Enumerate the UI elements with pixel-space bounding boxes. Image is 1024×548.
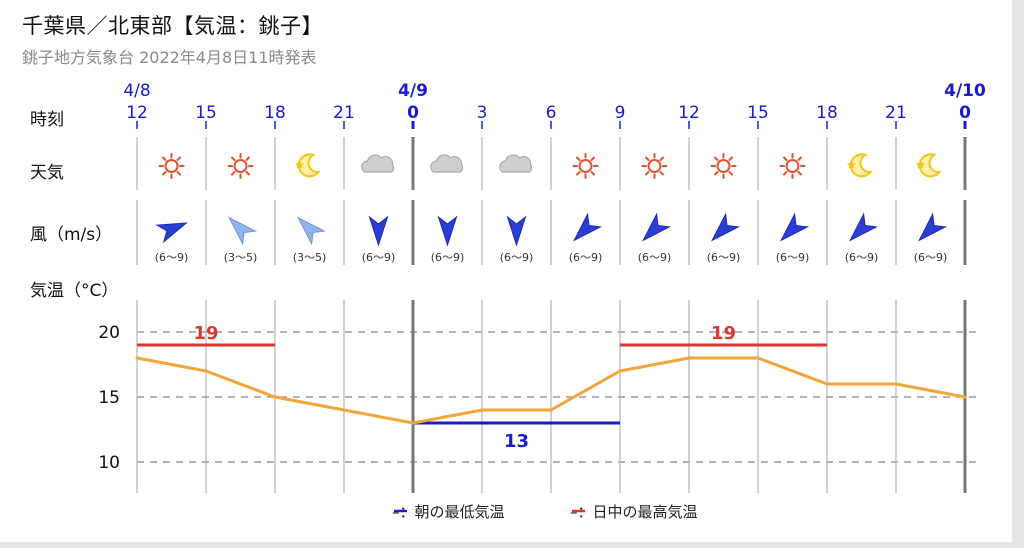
temperature-point (549, 408, 553, 412)
temperature-point (273, 395, 277, 399)
wind-arrow-icon (573, 212, 603, 242)
temperature-point (825, 382, 829, 386)
wind-speed-label: (6～9) (707, 251, 741, 264)
reference-label: 19 (193, 323, 218, 344)
temperature-point (342, 408, 346, 412)
wind-speed-label: (6～9) (638, 251, 672, 264)
hour-label: 12 (126, 103, 148, 123)
hour-label: 0 (407, 103, 419, 123)
sun-icon (158, 153, 185, 179)
temperature-point (135, 356, 139, 360)
cloud-icon (430, 154, 464, 173)
sun-icon (227, 153, 254, 179)
wind-arrow-icon (642, 212, 672, 242)
moon-icon (295, 153, 321, 178)
wind-speed-label: (3～5) (224, 251, 258, 264)
wind-arrow-icon (506, 215, 527, 247)
legend-item: –：日中の最高気温 (570, 503, 698, 521)
sun-icon (641, 153, 668, 179)
y-tick-label: 20 (98, 323, 120, 343)
wind-arrow-icon (780, 212, 810, 242)
wind-speed-label: (6～9) (155, 251, 189, 264)
moon-icon (915, 153, 942, 178)
hour-label: 15 (195, 103, 217, 123)
weather-row-label: 天気 (30, 163, 64, 183)
wind-arrow-icon (437, 215, 458, 247)
date-label: 4/10 (944, 81, 986, 101)
wind-speed-label: (6～9) (845, 251, 879, 264)
hour-label: 18 (816, 103, 838, 123)
cloud-icon (499, 154, 533, 173)
hour-label: 21 (333, 103, 355, 123)
reference-label: 19 (711, 323, 736, 344)
page-title: 千葉県／北東部【気温：銚子】 (22, 14, 323, 38)
hour-label: 9 (615, 103, 626, 123)
issue-info: 銚子地方気象台 2022年4月8日11時発表 (22, 48, 317, 67)
hour-label: 6 (546, 103, 557, 123)
wind-arrow-icon (228, 216, 258, 246)
temperature-point (963, 395, 967, 399)
wind-speed-label: (6～9) (776, 251, 810, 264)
temperature-point (894, 382, 898, 386)
date-label: 4/8 (123, 81, 150, 101)
hour-label: 18 (264, 103, 286, 123)
wind-speed-label: (6～9) (362, 251, 396, 264)
moon-icon (846, 153, 873, 178)
wind-speed-label: (6～9) (914, 251, 948, 264)
temperature-point (480, 408, 484, 412)
page-edge (1012, 0, 1024, 548)
wind-arrow-icon (297, 216, 327, 246)
legend-item: –：朝の最低気温 (392, 503, 505, 521)
temperature-point (204, 369, 208, 373)
temperature-point (618, 369, 622, 373)
cloud-icon (361, 154, 395, 173)
wind-speed-label: (6～9) (569, 251, 603, 264)
wind-row-label: 風（m/s） (30, 225, 113, 245)
wind-arrow-icon (918, 212, 948, 242)
wind-speed-label: (6～9) (500, 251, 534, 264)
sun-icon (779, 153, 806, 179)
temperature-point (411, 421, 415, 425)
temperature-point (687, 356, 691, 360)
wind-arrow-icon (711, 212, 741, 242)
temperature-point (756, 356, 760, 360)
reference-label: 13 (504, 431, 529, 452)
wind-arrow-icon (155, 222, 188, 244)
sun-icon (710, 153, 737, 179)
y-tick-label: 15 (98, 388, 120, 408)
wind-arrow-icon (368, 215, 389, 247)
hour-label: 3 (477, 103, 488, 123)
hour-label: 12 (678, 103, 700, 123)
page-bottom-edge (0, 542, 1024, 548)
wind-speed-label: (3～5) (293, 251, 327, 264)
wind-speed-label: (6～9) (431, 251, 465, 264)
hour-label: 0 (959, 103, 971, 123)
sun-icon (572, 153, 599, 179)
hour-label: 15 (747, 103, 769, 123)
date-label: 4/9 (398, 81, 428, 101)
time-row-label: 時刻 (30, 110, 64, 130)
y-tick-label: 10 (98, 453, 120, 473)
hour-label: 21 (885, 103, 907, 123)
wind-arrow-icon (849, 212, 879, 242)
temp-row-label: 気温（°C） (30, 281, 119, 301)
